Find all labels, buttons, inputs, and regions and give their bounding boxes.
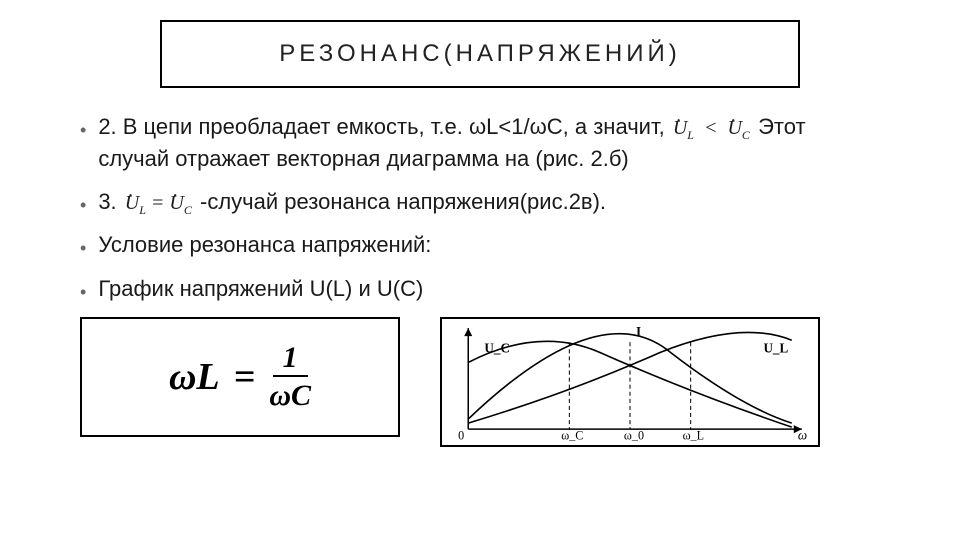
bullet-2-part-a: 3. xyxy=(98,189,122,214)
content-area: • 2. В цепи преобладает емкость, т.е. ωL… xyxy=(50,112,910,305)
bullet-1: • 2. В цепи преобладает емкость, т.е. ωL… xyxy=(80,112,880,175)
bullet-dot-icon: • xyxy=(80,280,86,305)
bullet-3: • Условие резонанса напряжений: xyxy=(80,230,880,261)
svg-text:ω_0: ω_0 xyxy=(624,428,644,441)
bullet-2-part-b: -случай резонанса напряжения(рис.2в). xyxy=(200,189,606,214)
bullet-dot-icon: • xyxy=(80,118,86,143)
svg-text:ω: ω xyxy=(798,427,807,441)
svg-text:ω_C: ω_C xyxy=(561,428,583,441)
svg-text:U_C: U_C xyxy=(484,340,510,355)
slide-title: РЕЗОНАНС(НАПРЯЖЕНИЙ) xyxy=(182,40,778,68)
bullet-2-formula: ·UL = ·UC xyxy=(123,189,194,219)
bullet-2-text: 3. ·UL = ·UC -случай резонанса напряжени… xyxy=(98,187,606,219)
bullet-3-text: Условие резонанса напряжений: xyxy=(98,230,431,261)
formula-lhs: ωL xyxy=(169,355,220,399)
bullet-dot-icon: • xyxy=(80,193,86,218)
bullet-4: • График напряжений U(L) и U(C) xyxy=(80,274,880,305)
svg-text:ω_L: ω_L xyxy=(683,428,704,441)
resonance-graph: I U_C U_L ω_C ω_0 ω_L ω 0 xyxy=(448,322,812,441)
graph-box: I U_C U_L ω_C ω_0 ω_L ω 0 xyxy=(440,317,820,447)
svg-text:0: 0 xyxy=(458,428,464,441)
bullet-dot-icon: • xyxy=(80,236,86,261)
bullet-1-formula: ·UL < ·UC xyxy=(671,114,752,144)
title-box: РЕЗОНАНС(НАПРЯЖЕНИЙ) xyxy=(160,20,800,88)
resonance-formula: ωL = 1 ωC xyxy=(169,343,311,411)
bullet-4-text: График напряжений U(L) и U(C) xyxy=(98,274,423,305)
formula-box: ωL = 1 ωC xyxy=(80,317,400,437)
figure-row: ωL = 1 ωC I xyxy=(50,317,910,447)
svg-text:I: I xyxy=(636,324,641,339)
bullet-1-part-a: 2. В цепи преобладает емкость, т.е. ωL<1… xyxy=(98,114,671,139)
formula-num: 1 xyxy=(273,343,308,377)
slide: РЕЗОНАНС(НАПРЯЖЕНИЙ) • 2. В цепи преобла… xyxy=(0,0,960,467)
bullet-2: • 3. ·UL = ·UC -случай резонанса напряже… xyxy=(80,187,880,219)
bullet-1-text: 2. В цепи преобладает емкость, т.е. ωL<1… xyxy=(98,112,880,175)
formula-den: ωC xyxy=(269,377,311,411)
formula-eq: = xyxy=(234,355,256,399)
formula-fraction: 1 ωC xyxy=(269,343,311,411)
svg-text:U_L: U_L xyxy=(763,340,788,355)
